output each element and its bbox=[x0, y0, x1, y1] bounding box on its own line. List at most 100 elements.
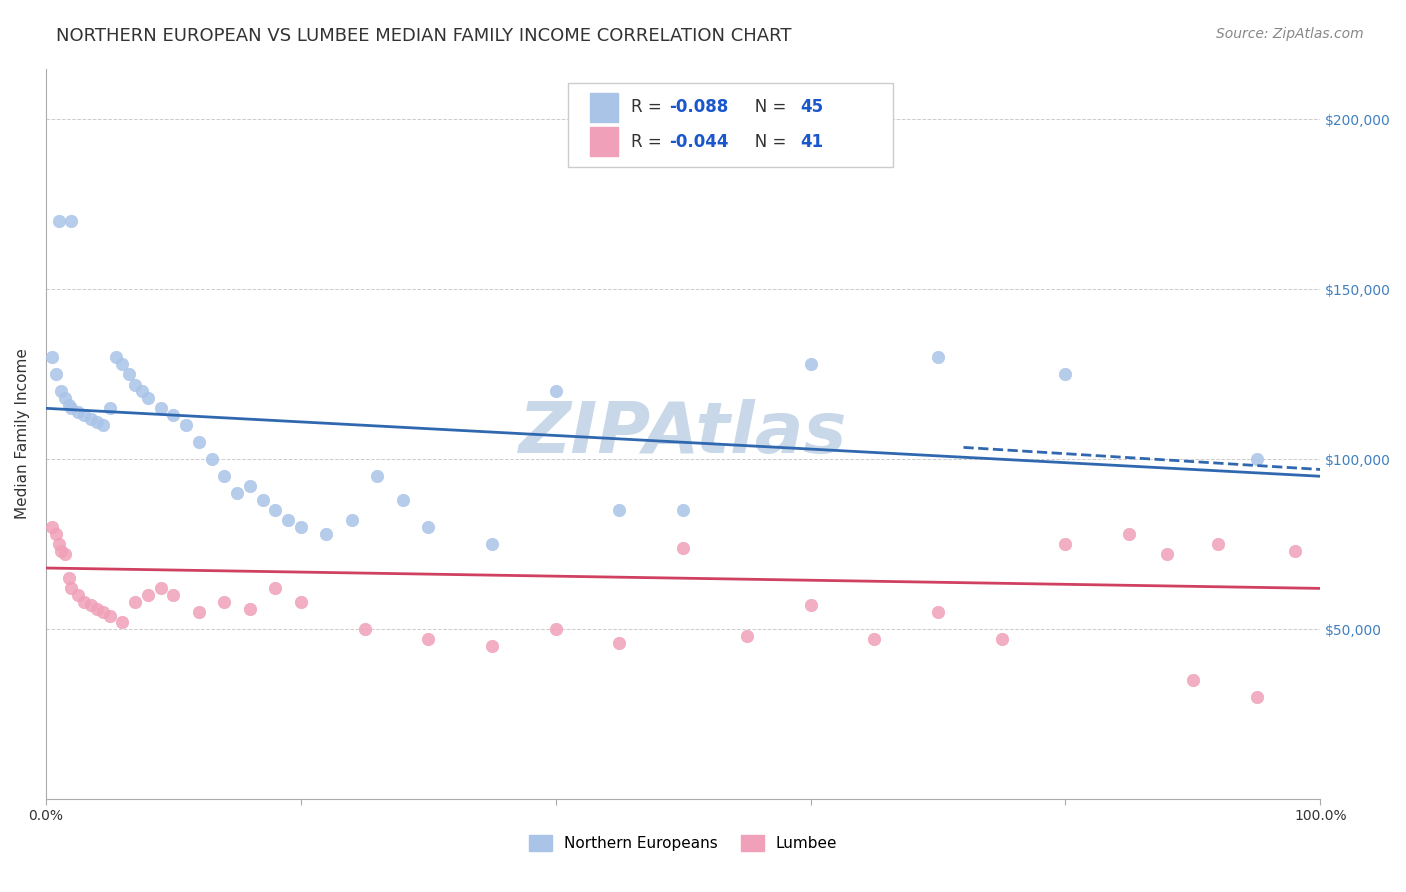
Point bbox=[481, 639, 503, 653]
Point bbox=[799, 599, 821, 613]
Point bbox=[239, 479, 262, 493]
Text: ZIPAtlas: ZIPAtlas bbox=[519, 400, 848, 468]
Point bbox=[118, 368, 141, 382]
Point bbox=[264, 582, 287, 596]
Point bbox=[1118, 527, 1140, 541]
Point bbox=[41, 351, 63, 365]
Point bbox=[53, 548, 76, 562]
FancyBboxPatch shape bbox=[568, 83, 893, 167]
Text: N =: N = bbox=[740, 133, 792, 151]
Point bbox=[162, 408, 184, 422]
Point bbox=[214, 595, 236, 609]
Point bbox=[391, 493, 413, 508]
Point bbox=[252, 493, 274, 508]
Point bbox=[53, 391, 76, 405]
Point bbox=[51, 384, 73, 399]
Point bbox=[214, 469, 236, 483]
Point bbox=[111, 357, 134, 371]
Point bbox=[41, 520, 63, 534]
Text: NORTHERN EUROPEAN VS LUMBEE MEDIAN FAMILY INCOME CORRELATION CHART: NORTHERN EUROPEAN VS LUMBEE MEDIAN FAMIL… bbox=[56, 27, 792, 45]
Point bbox=[73, 595, 96, 609]
Point bbox=[58, 571, 80, 585]
Point bbox=[48, 537, 70, 551]
Point bbox=[60, 214, 83, 228]
Point bbox=[1208, 537, 1230, 551]
Point bbox=[86, 601, 108, 615]
Point bbox=[66, 405, 89, 419]
Text: -0.044: -0.044 bbox=[669, 133, 728, 151]
Point bbox=[340, 513, 363, 527]
Point bbox=[73, 408, 96, 422]
Point bbox=[544, 622, 567, 636]
Point bbox=[86, 415, 108, 429]
Point bbox=[48, 214, 70, 228]
Point bbox=[544, 384, 567, 399]
Point bbox=[79, 411, 101, 425]
Point bbox=[1054, 368, 1077, 382]
Point bbox=[863, 632, 886, 647]
Point bbox=[990, 632, 1012, 647]
FancyBboxPatch shape bbox=[591, 127, 619, 156]
Point bbox=[927, 351, 949, 365]
Point bbox=[927, 605, 949, 619]
Y-axis label: Median Family Income: Median Family Income bbox=[15, 349, 30, 519]
Point bbox=[187, 435, 209, 450]
Point bbox=[799, 357, 821, 371]
Point bbox=[187, 605, 209, 619]
Point bbox=[418, 632, 440, 647]
Point bbox=[60, 582, 83, 596]
Point bbox=[162, 588, 184, 602]
Point bbox=[226, 486, 249, 500]
Point bbox=[418, 520, 440, 534]
Point bbox=[111, 615, 134, 630]
Point bbox=[735, 629, 758, 643]
Text: 41: 41 bbox=[800, 133, 824, 151]
FancyBboxPatch shape bbox=[591, 93, 619, 122]
Text: R =: R = bbox=[631, 133, 666, 151]
Point bbox=[91, 605, 114, 619]
Point bbox=[131, 384, 153, 399]
Point bbox=[481, 537, 503, 551]
Point bbox=[66, 588, 89, 602]
Point bbox=[1246, 452, 1268, 467]
Point bbox=[239, 601, 262, 615]
Point bbox=[277, 513, 299, 527]
Point bbox=[290, 520, 312, 534]
Point bbox=[290, 595, 312, 609]
Text: N =: N = bbox=[740, 98, 792, 116]
Point bbox=[1284, 544, 1306, 558]
Point bbox=[91, 418, 114, 433]
Point bbox=[79, 599, 101, 613]
Point bbox=[366, 469, 388, 483]
Text: -0.088: -0.088 bbox=[669, 98, 728, 116]
Point bbox=[672, 503, 695, 517]
Point bbox=[609, 636, 631, 650]
Point bbox=[609, 503, 631, 517]
Point bbox=[136, 391, 159, 405]
Point bbox=[264, 503, 287, 517]
Text: R =: R = bbox=[631, 98, 666, 116]
Point bbox=[98, 608, 121, 623]
Text: Source: ZipAtlas.com: Source: ZipAtlas.com bbox=[1216, 27, 1364, 41]
Point bbox=[98, 401, 121, 416]
Point bbox=[1054, 537, 1077, 551]
Point bbox=[315, 527, 337, 541]
Point bbox=[45, 527, 67, 541]
Point bbox=[1246, 690, 1268, 705]
Point bbox=[201, 452, 224, 467]
Legend: Northern Europeans, Lumbee: Northern Europeans, Lumbee bbox=[523, 829, 844, 857]
Point bbox=[149, 401, 172, 416]
Point bbox=[51, 544, 73, 558]
Point bbox=[60, 401, 83, 416]
Point bbox=[105, 351, 128, 365]
Point bbox=[124, 377, 146, 392]
Text: 45: 45 bbox=[800, 98, 824, 116]
Point bbox=[45, 368, 67, 382]
Point bbox=[149, 582, 172, 596]
Point bbox=[353, 622, 375, 636]
Point bbox=[136, 588, 159, 602]
Point bbox=[124, 595, 146, 609]
Point bbox=[1156, 548, 1178, 562]
Point bbox=[672, 541, 695, 555]
Point bbox=[1181, 673, 1204, 687]
